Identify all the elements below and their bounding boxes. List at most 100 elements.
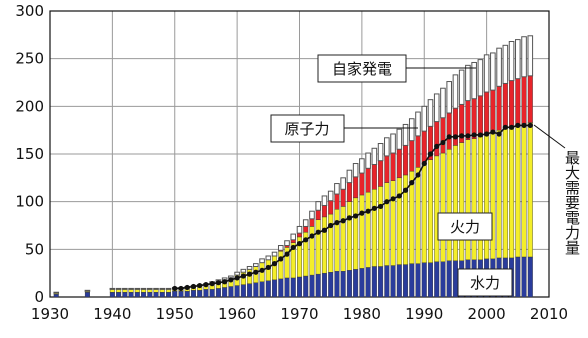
bar-thermal — [371, 189, 377, 267]
bar-self — [122, 287, 128, 290]
demand-point — [328, 222, 334, 229]
bar-hydro — [228, 286, 234, 298]
bar-nuclear — [421, 130, 427, 164]
bar-hydro — [109, 292, 115, 298]
label-nuclear: 原子力 — [270, 114, 418, 143]
bar-self — [502, 44, 509, 84]
demand-point — [271, 261, 278, 267]
bar-hydro — [53, 293, 59, 298]
bar-self — [84, 289, 91, 292]
bar-hydro — [440, 261, 446, 298]
bar-hydro — [215, 288, 221, 298]
bar-self — [527, 35, 534, 77]
bar-self — [340, 177, 346, 190]
demand-point — [365, 208, 371, 214]
bar-self — [346, 169, 353, 184]
demand-point — [521, 122, 527, 128]
bar-hydro — [359, 268, 365, 298]
bar-thermal — [509, 126, 515, 259]
demand-point — [477, 132, 483, 138]
bar-nuclear — [384, 155, 390, 183]
bar-series — [53, 35, 534, 298]
bar-hydro — [515, 256, 521, 298]
demand-point — [446, 134, 452, 140]
bar-self — [415, 111, 421, 137]
bar-nuclear — [440, 117, 446, 154]
bar-self — [515, 39, 521, 80]
bar-thermal — [278, 251, 284, 280]
bar-hydro — [203, 289, 209, 298]
demand-point — [172, 285, 178, 292]
demand-point — [296, 241, 303, 247]
bar-nuclear — [484, 91, 490, 135]
bar-self — [265, 255, 272, 261]
x-tick-label: 2010 — [530, 305, 568, 323]
bar-hydro — [365, 267, 371, 298]
bar-self — [496, 47, 502, 87]
bar-thermal — [340, 206, 346, 272]
bar-self — [352, 163, 359, 178]
bar-hydro — [353, 269, 359, 298]
bar-thermal — [365, 191, 371, 268]
bar-hydro — [122, 292, 128, 298]
bar-nuclear — [452, 108, 458, 146]
bar-self — [140, 287, 147, 290]
bar-hydro — [371, 266, 377, 298]
demand-point — [471, 132, 477, 138]
demand-point — [502, 124, 508, 130]
bar-nuclear — [403, 145, 409, 176]
demand-point — [459, 133, 465, 139]
bar-self — [408, 118, 415, 142]
bar-hydro — [321, 272, 327, 298]
demand-point — [415, 172, 421, 178]
bar-hydro — [315, 273, 321, 298]
bar-nuclear — [346, 182, 352, 202]
bar-self — [153, 287, 159, 290]
bar-self — [159, 287, 166, 290]
demand-point — [371, 205, 377, 211]
bar-thermal — [452, 145, 458, 261]
bar-thermal — [502, 128, 508, 259]
bar-self — [521, 36, 527, 78]
bar-nuclear — [315, 210, 321, 220]
demand-point — [309, 233, 315, 239]
bar-nuclear — [328, 200, 334, 215]
x-tick-label: 1930 — [31, 305, 69, 323]
bar-thermal — [421, 163, 427, 263]
demand-point — [178, 285, 184, 292]
bar-thermal — [440, 152, 446, 262]
demand-point — [359, 210, 365, 216]
y-tick-label: 150 — [15, 145, 44, 163]
demand-point — [303, 237, 309, 243]
bar-hydro — [234, 285, 240, 298]
bar-nuclear — [521, 76, 527, 124]
bar-nuclear — [502, 83, 508, 129]
demand-point — [484, 131, 490, 137]
demand-point — [440, 139, 446, 146]
bar-hydro — [147, 292, 153, 298]
demand-point — [228, 277, 234, 283]
bar-self — [134, 287, 141, 290]
bar-hydro — [290, 277, 296, 298]
demand-point — [234, 275, 240, 281]
bar-hydro — [340, 271, 346, 298]
bar-thermal — [390, 180, 396, 266]
bar-self — [446, 81, 452, 114]
bar-hydro — [384, 265, 390, 298]
bar-nuclear — [309, 218, 315, 227]
bar-hydro — [396, 264, 402, 298]
bar-hydro — [153, 292, 159, 298]
demand-label-leader — [533, 124, 566, 149]
demand-point — [184, 284, 190, 291]
label-thermal: 火力 — [437, 212, 493, 241]
bar-self — [458, 69, 465, 105]
bar-nuclear — [353, 176, 359, 199]
bar-hydro — [284, 277, 290, 298]
bar-self — [371, 147, 378, 165]
bar-thermal — [359, 194, 365, 269]
demand-point — [340, 218, 346, 224]
bar-hydro — [427, 262, 433, 298]
demand-line — [172, 122, 533, 292]
bar-thermal — [272, 255, 278, 281]
bar-hydro — [197, 290, 203, 298]
